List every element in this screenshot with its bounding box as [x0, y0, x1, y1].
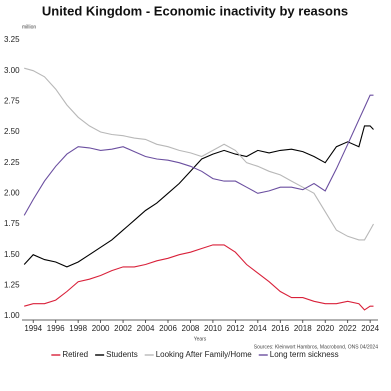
chart-title: United Kingdom - Economic inactivity by … [42, 3, 348, 18]
series-line [24, 244, 374, 311]
y-tick-label: 3.00 [4, 66, 20, 75]
y-tick-label: 2.00 [4, 188, 20, 197]
x-tick-label: 1998 [69, 324, 87, 333]
x-tick-label: 2022 [339, 324, 357, 333]
x-tick-label: 2018 [294, 324, 312, 333]
legend-label: Retired [62, 350, 88, 359]
y-tick-label: 1.50 [4, 250, 20, 259]
y-tick-label: 2.50 [4, 127, 20, 136]
x-tick-label: 2020 [316, 324, 334, 333]
source-note: Sources: Kleinwort Hambros, Macrobond, O… [254, 344, 378, 350]
x-tick-label: 1994 [24, 324, 42, 333]
legend-label: Looking After Family/Home [156, 350, 253, 359]
x-tick-label: 2004 [137, 324, 155, 333]
x-tick-label: 2006 [159, 324, 177, 333]
x-tick-label: 1996 [47, 324, 65, 333]
legend-label: Long term sickness [270, 350, 339, 359]
x-tick-label: 2000 [92, 324, 110, 333]
x-tick-label: 2014 [249, 324, 267, 333]
y-tick-label: 3.25 [4, 35, 20, 44]
x-tick-label: 2016 [271, 324, 289, 333]
x-tick-label: 2008 [182, 324, 200, 333]
x-tick-label: 2010 [204, 324, 222, 333]
y-tick-label: 2.75 [4, 96, 20, 105]
y-tick-label: 1.25 [4, 280, 20, 289]
x-tick-label: 2024 [361, 324, 379, 333]
y-tick-label: 1.75 [4, 219, 20, 228]
series-line [23, 94, 374, 216]
series-line [24, 67, 374, 241]
x-axis-label: Years [194, 336, 207, 342]
y-tick-label: 2.25 [4, 158, 20, 167]
y-tick-label: 1.00 [4, 311, 20, 320]
x-tick-label: 2002 [114, 324, 132, 333]
x-tick-label: 2012 [226, 324, 244, 333]
series-line [23, 125, 374, 268]
y-axis-label: million [22, 24, 36, 30]
legend-label: Students [106, 350, 138, 359]
